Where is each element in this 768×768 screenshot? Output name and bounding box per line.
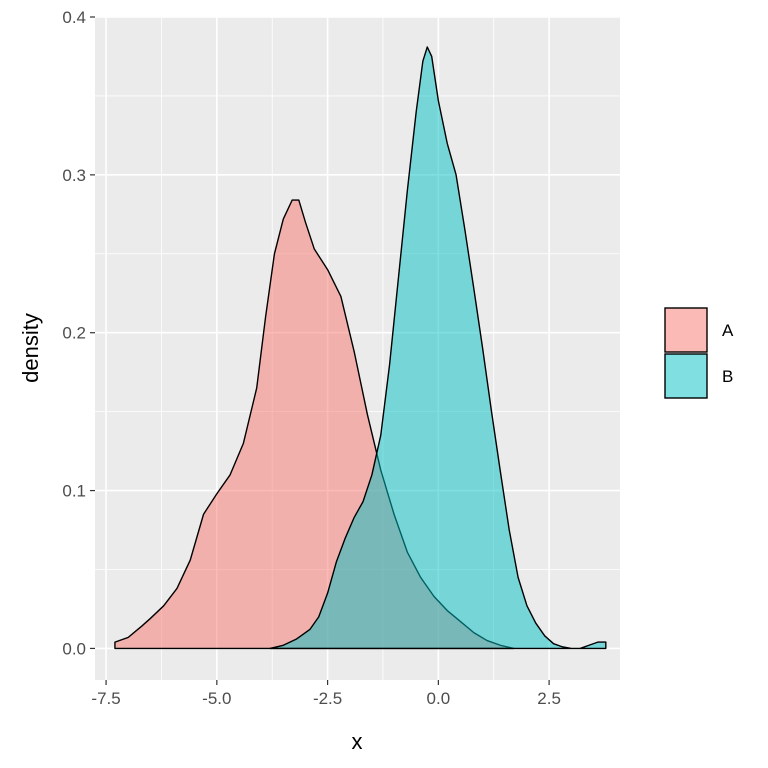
x-tick-label: 2.5 (537, 689, 561, 708)
y-tick-label: 0.1 (62, 482, 86, 501)
x-tick-label: -5.0 (202, 689, 231, 708)
density-areas (114, 46, 607, 650)
y-tick-label: 0.3 (62, 166, 86, 185)
legend-label-a: A (722, 321, 734, 340)
y-axis: 0.0 0.1 0.2 0.3 0.4 (62, 8, 95, 658)
x-axis-title: x (352, 729, 363, 754)
x-tick-label: 0.0 (427, 689, 451, 708)
density-area-b (269, 46, 607, 650)
x-tick-label: -2.5 (313, 689, 342, 708)
legend: AB (664, 307, 734, 399)
y-tick-label: 0.2 (62, 324, 86, 343)
x-axis: -7.5 -5.0 -2.5 0.0 2.5 (91, 680, 561, 708)
legend-key-a (664, 307, 708, 353)
y-tick-label: 0.0 (62, 639, 86, 658)
y-tick-label: 0.4 (62, 8, 86, 27)
x-tick-label: -7.5 (91, 689, 120, 708)
y-axis-title: density (18, 313, 43, 383)
legend-label-b: B (722, 367, 733, 386)
legend-key-b (664, 353, 708, 399)
